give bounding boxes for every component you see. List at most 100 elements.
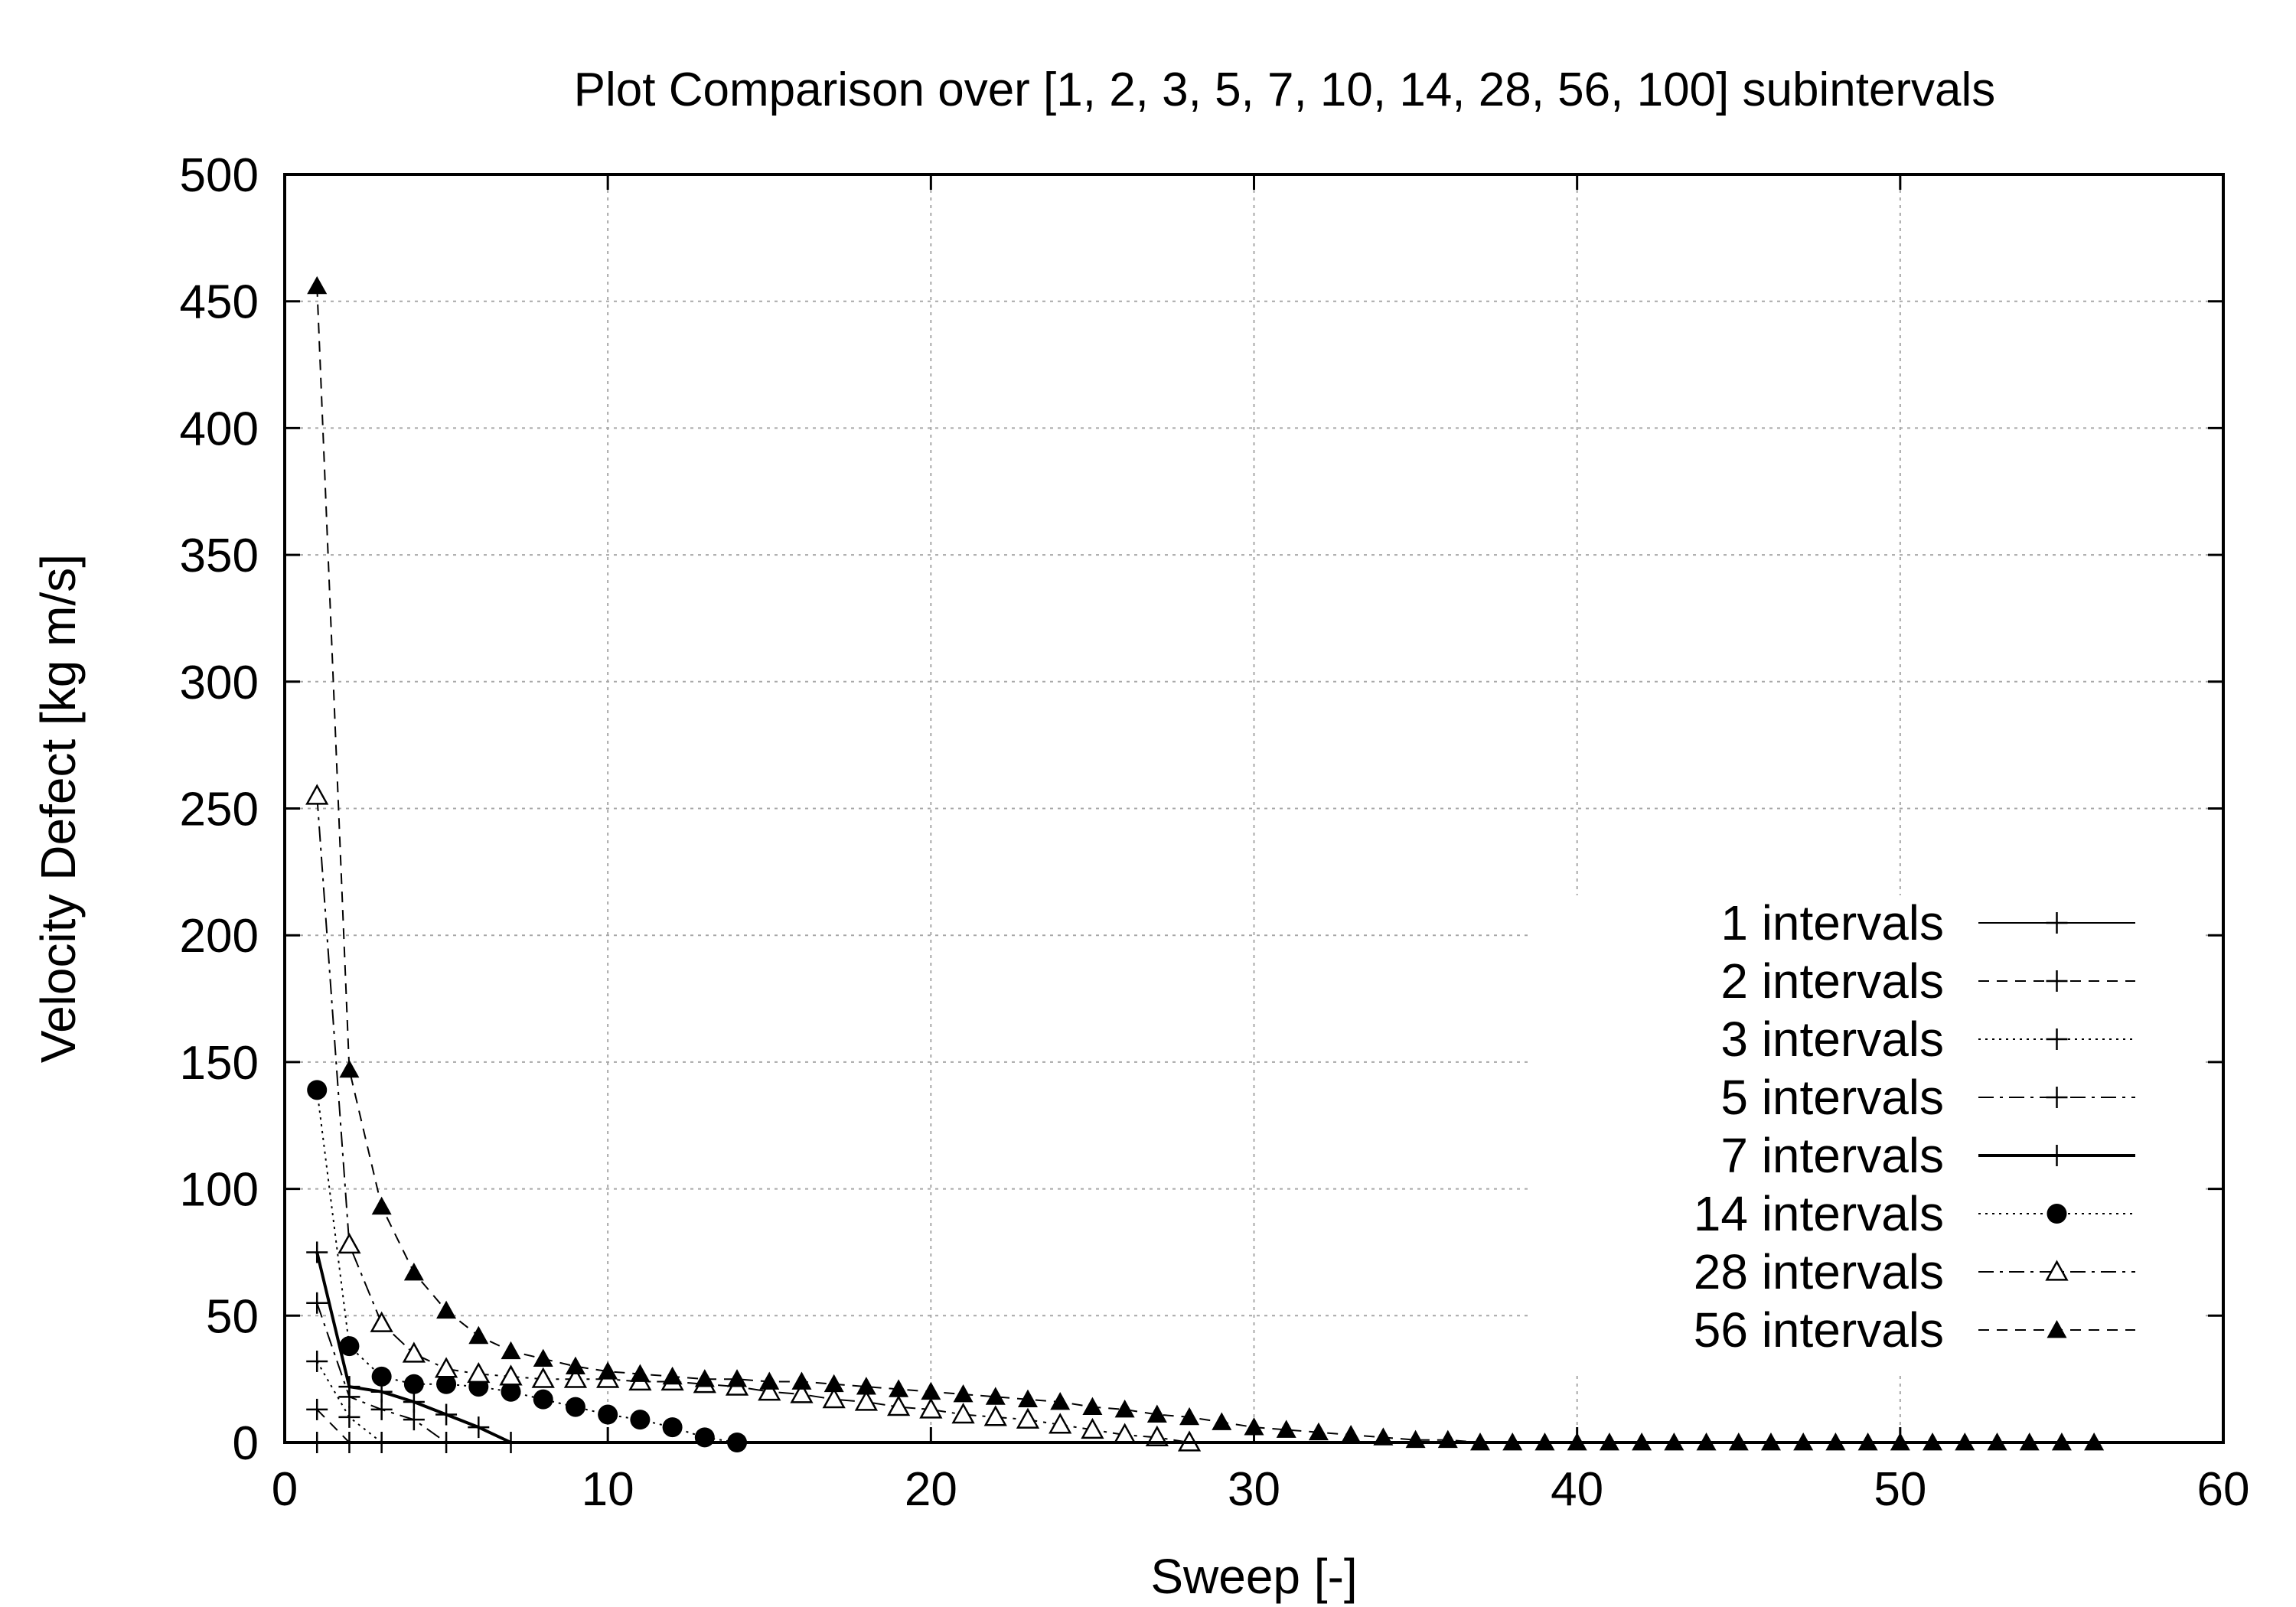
data-point — [467, 1361, 491, 1384]
data-point — [758, 1380, 781, 1401]
data-point — [759, 1371, 780, 1390]
data-point — [694, 1369, 715, 1387]
legend-item: 7 intervals — [1720, 1128, 2135, 1183]
data-point — [434, 1357, 458, 1378]
x-tick-label: 50 — [1874, 1463, 1926, 1516]
data-point — [371, 1366, 392, 1387]
data-point — [1308, 1422, 1329, 1441]
legend-marker — [2046, 970, 2068, 992]
legend-marker — [2047, 1204, 2067, 1224]
data-point — [953, 1384, 974, 1403]
data-point — [403, 1262, 424, 1281]
legend-item: 14 intervals — [1694, 1186, 2135, 1241]
data-point — [1373, 1427, 1394, 1446]
data-point — [1145, 1425, 1169, 1447]
x-tick-label: 10 — [582, 1463, 634, 1516]
data-point — [1276, 1420, 1296, 1438]
data-point — [563, 1367, 588, 1388]
legend-label: 14 intervals — [1694, 1186, 1944, 1241]
legend-marker — [2046, 912, 2068, 934]
data-point — [886, 1395, 911, 1416]
legend-marker — [2046, 1028, 2068, 1050]
legend-item: 56 intervals — [1694, 1302, 2135, 1358]
data-point — [630, 1410, 651, 1430]
data-point — [1341, 1425, 1362, 1443]
y-tick-label: 300 — [180, 657, 259, 709]
data-point — [630, 1364, 651, 1382]
data-point — [919, 1397, 943, 1419]
data-point — [662, 1417, 683, 1438]
y-tick-label: 250 — [180, 784, 259, 836]
data-point — [306, 1398, 328, 1420]
data-point — [436, 1374, 457, 1394]
legend-item: 3 intervals — [1720, 1012, 2135, 1067]
data-point — [468, 1325, 489, 1345]
series-line — [316, 1409, 351, 1443]
series-line — [316, 285, 2095, 1443]
data-point — [823, 1374, 844, 1393]
legend-item: 5 intervals — [1720, 1070, 2135, 1125]
data-point — [403, 1390, 425, 1413]
legend-label: 1 intervals — [1720, 895, 1944, 950]
data-point — [662, 1366, 683, 1385]
legend-background — [1531, 895, 2204, 1376]
tick-layer: 0 10 20 30 40 50 60 0 50 100 150 200 250 300 350 400 450… — [180, 149, 2250, 1516]
data-point — [306, 1241, 328, 1263]
legend-marker — [2047, 1320, 2067, 1338]
data-point — [822, 1387, 846, 1409]
data-point — [1212, 1412, 1232, 1430]
y-tick-label: 350 — [180, 530, 259, 582]
data-point — [1244, 1417, 1264, 1436]
data-point — [1049, 1413, 1072, 1434]
series-layer — [305, 275, 2105, 1453]
x-tick-label: 40 — [1551, 1463, 1603, 1516]
data-point — [1017, 1389, 1038, 1408]
legend-item: 2 intervals — [1720, 953, 2135, 1009]
data-point — [983, 1405, 1007, 1426]
data-point — [1081, 1417, 1104, 1439]
data-point — [371, 1196, 392, 1215]
data-point — [501, 1381, 521, 1402]
x-tick-label: 60 — [2197, 1463, 2250, 1516]
legend-label: 3 intervals — [1720, 1012, 1944, 1067]
legend-marker — [2045, 1260, 2069, 1281]
chart-title: Plot Comparison over [1, 2, 3, 5, 7, 10,… — [574, 64, 1996, 116]
data-point — [436, 1300, 457, 1319]
y-axis-title: Velocity Defect [kg m/s] — [31, 554, 86, 1063]
legend-label: 28 intervals — [1694, 1244, 1944, 1299]
data-point — [533, 1348, 553, 1367]
data-point — [403, 1374, 424, 1394]
data-point — [338, 1376, 360, 1398]
y-tick-label: 100 — [180, 1164, 259, 1217]
data-point — [533, 1389, 553, 1410]
y-tick-label: 200 — [180, 910, 259, 963]
series-line — [316, 795, 1190, 1443]
legend-label: 5 intervals — [1720, 1070, 1944, 1125]
data-point — [598, 1404, 618, 1425]
y-tick-label: 450 — [180, 276, 259, 329]
y-tick-label: 50 — [206, 1290, 259, 1343]
data-point — [468, 1416, 490, 1439]
legend-marker — [2046, 1087, 2068, 1108]
data-point — [1114, 1399, 1135, 1418]
data-point — [435, 1403, 458, 1426]
data-point — [307, 275, 328, 295]
data-point — [501, 1341, 521, 1360]
data-point — [339, 1336, 360, 1357]
data-point — [402, 1341, 426, 1363]
series-line — [316, 1361, 383, 1443]
y-tick-label: 150 — [180, 1037, 259, 1090]
data-point — [499, 1364, 523, 1386]
data-point — [306, 1350, 328, 1372]
data-point — [791, 1371, 812, 1390]
data-point — [951, 1402, 975, 1424]
data-point — [856, 1377, 876, 1395]
legend-item: 28 intervals — [1694, 1244, 2135, 1299]
data-point — [338, 1232, 361, 1254]
data-point — [598, 1361, 618, 1380]
data-point — [854, 1390, 879, 1411]
data-point — [370, 1311, 393, 1332]
data-point — [339, 1059, 360, 1078]
